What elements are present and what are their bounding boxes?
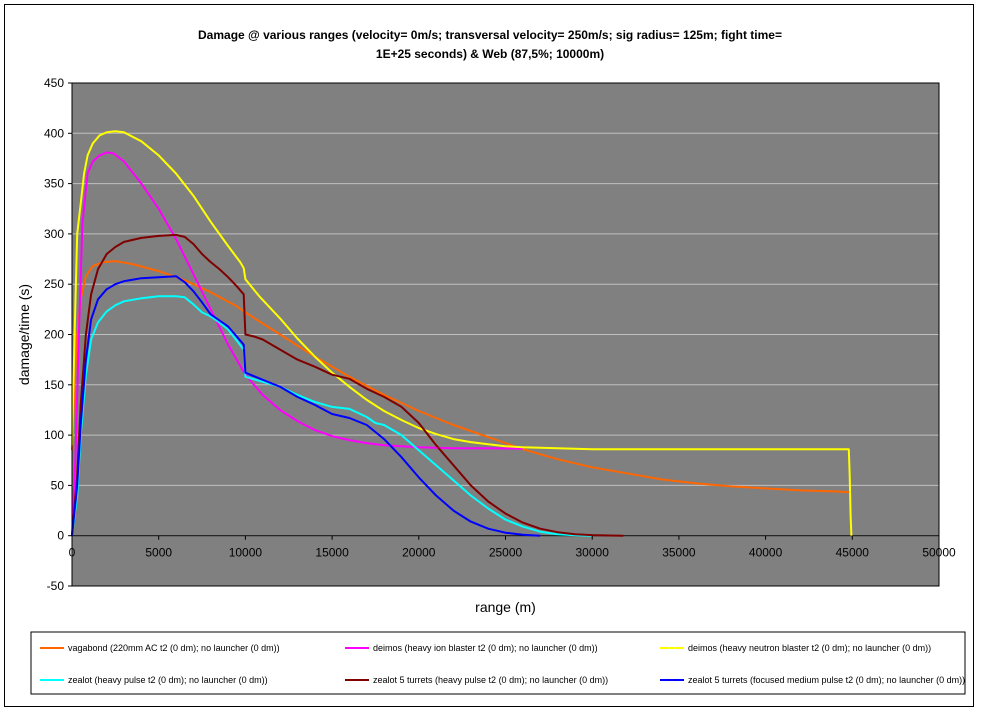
legend-label-2: deimos (heavy ion blaster t2 (0 dm); no … [373,643,598,653]
x-tick-label: 0 [69,546,76,560]
chart-title-line-2: 1E+25 seconds) & Web (87,5%; 10000m) [376,47,604,61]
legend-label-3: deimos (heavy neutron blaster t2 (0 dm);… [688,643,931,653]
x-tick-label: 10000 [229,546,263,560]
legend-label-6: zealot 5 turrets (focused medium pulse t… [688,675,965,685]
y-axis-title: damage/time (s) [16,284,32,385]
y-tick-label: 150 [44,378,64,392]
x-tick-label: 25000 [489,546,523,560]
x-tick-label: 20000 [402,546,436,560]
y-tick-labels: -50 0 50 100 150 200 250 300 350 400 450 [44,76,72,593]
series-line-1 [71,260,851,494]
series-line-4 [71,295,593,537]
x-tick-label: 50000 [922,546,956,560]
x-tick-label: 15000 [315,546,349,560]
x-tick-label: 5000 [145,546,172,560]
legend-label-5: zealot 5 turrets (heavy pulse t2 (0 dm);… [373,675,608,685]
y-tick-label: 0 [57,529,64,543]
y-tick-label: 450 [44,76,64,90]
y-tick-label: 100 [44,428,64,442]
x-tick-labels: 0 5000 10000 15000 20000 25000 30000 35000 40000… [69,535,956,560]
series-line-5 [71,233,624,537]
y-tick-label: -50 [47,579,65,593]
x-tick-label: 40000 [749,546,783,560]
y-tick-label: 400 [44,126,64,140]
x-axis-title: range (m) [475,599,536,615]
series-line-6 [71,275,541,537]
x-tick-label: 45000 [836,546,870,560]
y-tick-label: 300 [44,227,64,241]
x-tick-label: 35000 [662,546,696,560]
x-tick-label: 30000 [576,546,610,560]
legend [30,631,966,695]
chart-title-line-1: Damage @ various ranges (velocity= 0m/s;… [198,28,782,42]
y-tick-label: 350 [44,177,64,191]
chart-title: Damage @ various ranges (velocity= 0m/s;… [198,28,782,61]
y-tick-label: 200 [44,328,64,342]
legend-label-1: vagabond (220mm AC t2 (0 dm); no launche… [68,643,280,653]
y-tick-label: 50 [51,478,65,492]
series-lines [71,130,853,537]
legend-label-4: zealot (heavy pulse t2 (0 dm); no launch… [68,675,268,685]
series-line-2 [71,151,523,536]
gridlines [72,132,939,537]
legend-entries: vagabond (220mm AC t2 (0 dm); no launche… [40,643,965,685]
series-line-3 [71,130,853,536]
y-tick-label: 250 [44,277,64,291]
